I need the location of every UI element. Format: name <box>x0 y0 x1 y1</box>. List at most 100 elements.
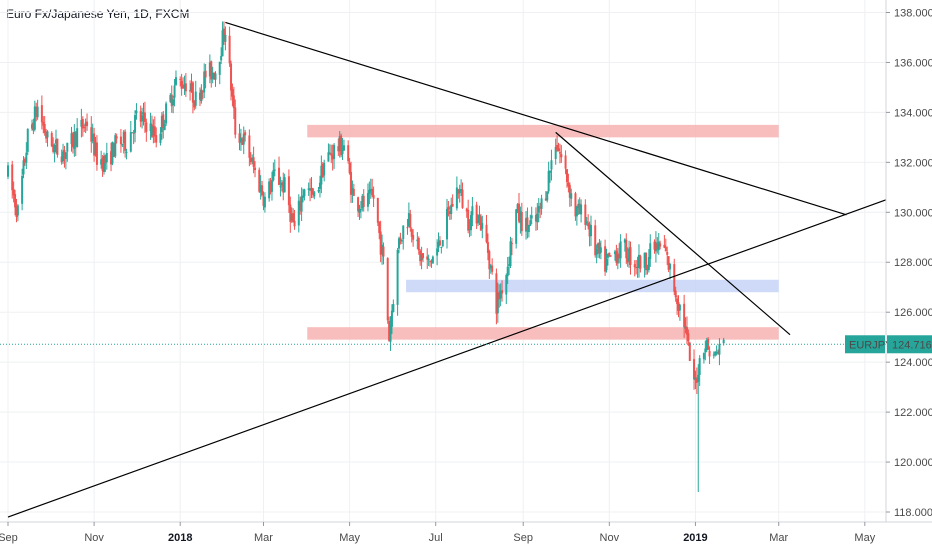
candle <box>62 143 65 164</box>
candle <box>501 280 504 302</box>
candle <box>598 239 601 259</box>
candle <box>705 337 708 353</box>
candle <box>396 247 399 316</box>
candle <box>398 236 401 254</box>
candle <box>52 137 55 154</box>
trendlines <box>7 21 887 518</box>
candle <box>350 161 353 203</box>
candle <box>589 215 592 246</box>
candle <box>368 181 371 205</box>
candle <box>302 188 305 203</box>
candle <box>708 346 711 365</box>
candle <box>534 207 537 231</box>
candle <box>131 132 134 134</box>
candle <box>173 79 176 107</box>
candle <box>300 187 303 222</box>
candle <box>669 262 672 280</box>
trendline[interactable] <box>555 131 791 336</box>
candle <box>575 205 578 226</box>
candle <box>90 116 93 153</box>
candle <box>539 202 542 219</box>
candle <box>653 239 656 254</box>
candle <box>169 93 172 104</box>
candle <box>280 180 283 192</box>
candle <box>311 187 314 199</box>
candle <box>584 199 587 230</box>
candle <box>517 193 520 224</box>
candle <box>25 142 28 170</box>
resistance-zone[interactable] <box>307 327 779 340</box>
candle <box>714 350 717 357</box>
candle <box>496 282 499 323</box>
candle <box>447 201 450 217</box>
candle <box>279 176 282 197</box>
candle <box>560 145 563 163</box>
grid-lines <box>0 0 886 522</box>
candle <box>115 133 118 144</box>
candle <box>46 130 49 147</box>
candle <box>143 101 146 133</box>
candle <box>654 231 657 263</box>
candle <box>417 236 420 255</box>
candle <box>119 129 122 153</box>
candle <box>613 249 616 261</box>
candle <box>574 191 577 221</box>
candle <box>676 295 679 315</box>
candle <box>56 138 59 158</box>
candle <box>297 194 300 233</box>
candle <box>372 186 375 208</box>
candle <box>594 219 597 258</box>
candle <box>407 202 410 228</box>
candle <box>292 208 295 223</box>
candle <box>376 197 379 226</box>
candle <box>249 152 252 165</box>
candle <box>100 150 103 169</box>
candle <box>163 119 166 131</box>
resistance-zone[interactable] <box>307 124 779 138</box>
price-axis[interactable]: 138.000 136.000 134.000 132.000 130.000 128.0… <box>886 7 932 519</box>
candle <box>112 142 115 157</box>
candle <box>667 255 670 273</box>
candle <box>450 197 453 220</box>
candle <box>23 157 26 166</box>
candle <box>262 191 265 211</box>
candle <box>578 197 581 215</box>
x-tick-label: Sep <box>513 532 533 544</box>
candle <box>381 234 384 265</box>
candle <box>110 142 113 172</box>
trendline[interactable] <box>7 199 887 518</box>
time-axis[interactable]: Sep Nov 2018 Mar May Jul Sep Nov 2019 Mar May <box>0 522 876 544</box>
candle <box>26 128 29 155</box>
support-zone[interactable] <box>406 279 779 293</box>
candle <box>580 199 583 223</box>
candle <box>361 193 364 212</box>
trendline[interactable] <box>225 21 847 216</box>
candle <box>170 85 173 113</box>
candle <box>707 337 710 351</box>
candle <box>599 240 602 260</box>
candle <box>362 189 365 212</box>
candle <box>310 177 313 199</box>
candle <box>557 142 560 152</box>
candle <box>134 110 137 143</box>
candle <box>677 295 680 318</box>
candle <box>32 118 35 135</box>
candle <box>11 160 14 199</box>
y-tick-label: 136.000 <box>894 57 932 69</box>
candle <box>491 258 494 275</box>
candle <box>516 203 519 214</box>
candle <box>60 149 63 165</box>
candle <box>104 154 107 172</box>
candle <box>366 183 369 212</box>
candle <box>269 177 272 195</box>
candle <box>15 198 18 223</box>
candle <box>321 162 324 178</box>
candle <box>489 264 492 274</box>
candle <box>289 196 292 233</box>
candle <box>698 355 701 386</box>
candle <box>155 127 158 148</box>
candle <box>213 72 216 81</box>
candle <box>399 232 402 245</box>
candle <box>135 103 138 120</box>
